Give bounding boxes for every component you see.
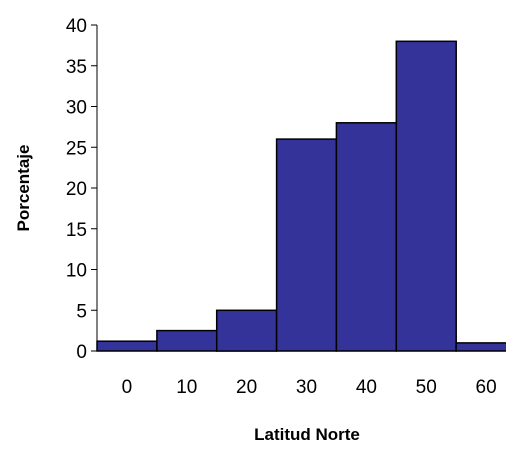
y-tick-label-40: 40 <box>66 16 87 37</box>
bar-group <box>96 40 506 352</box>
bar-40 <box>335 122 398 352</box>
bar-20 <box>215 309 278 352</box>
y-tick-label-35: 35 <box>66 57 87 78</box>
bar-10 <box>156 329 218 352</box>
bar-50 <box>395 40 457 352</box>
bar-60 <box>455 342 506 352</box>
x-tick-label-10: 10 <box>176 377 197 398</box>
x-axis-ticks: 0 10 20 30 40 50 60 <box>122 377 497 398</box>
y-tick-label-25: 25 <box>66 138 87 159</box>
y-tick-label-20: 20 <box>66 179 87 200</box>
y-tick-label-30: 30 <box>66 98 87 119</box>
bar-0 <box>96 340 158 352</box>
bar-30 <box>275 138 338 352</box>
x-tick-label-40: 40 <box>356 377 377 398</box>
y-tick-label-15: 15 <box>66 220 87 241</box>
x-tick-label-60: 60 <box>476 377 497 398</box>
y-tick-label-10: 10 <box>66 261 87 282</box>
x-tick-label-20: 20 <box>236 377 257 398</box>
y-tick-label-5: 5 <box>76 301 87 322</box>
y-tick-label-0: 0 <box>76 342 87 363</box>
x-axis-title: Latitud Norte <box>254 425 360 444</box>
x-tick-label-0: 0 <box>122 377 133 398</box>
y-axis-title: Porcentaje <box>14 145 33 232</box>
y-axis-ticks: 0 5 10 15 20 25 30 35 40 <box>66 16 97 363</box>
x-tick-label-50: 50 <box>416 377 437 398</box>
x-tick-label-30: 30 <box>296 377 317 398</box>
